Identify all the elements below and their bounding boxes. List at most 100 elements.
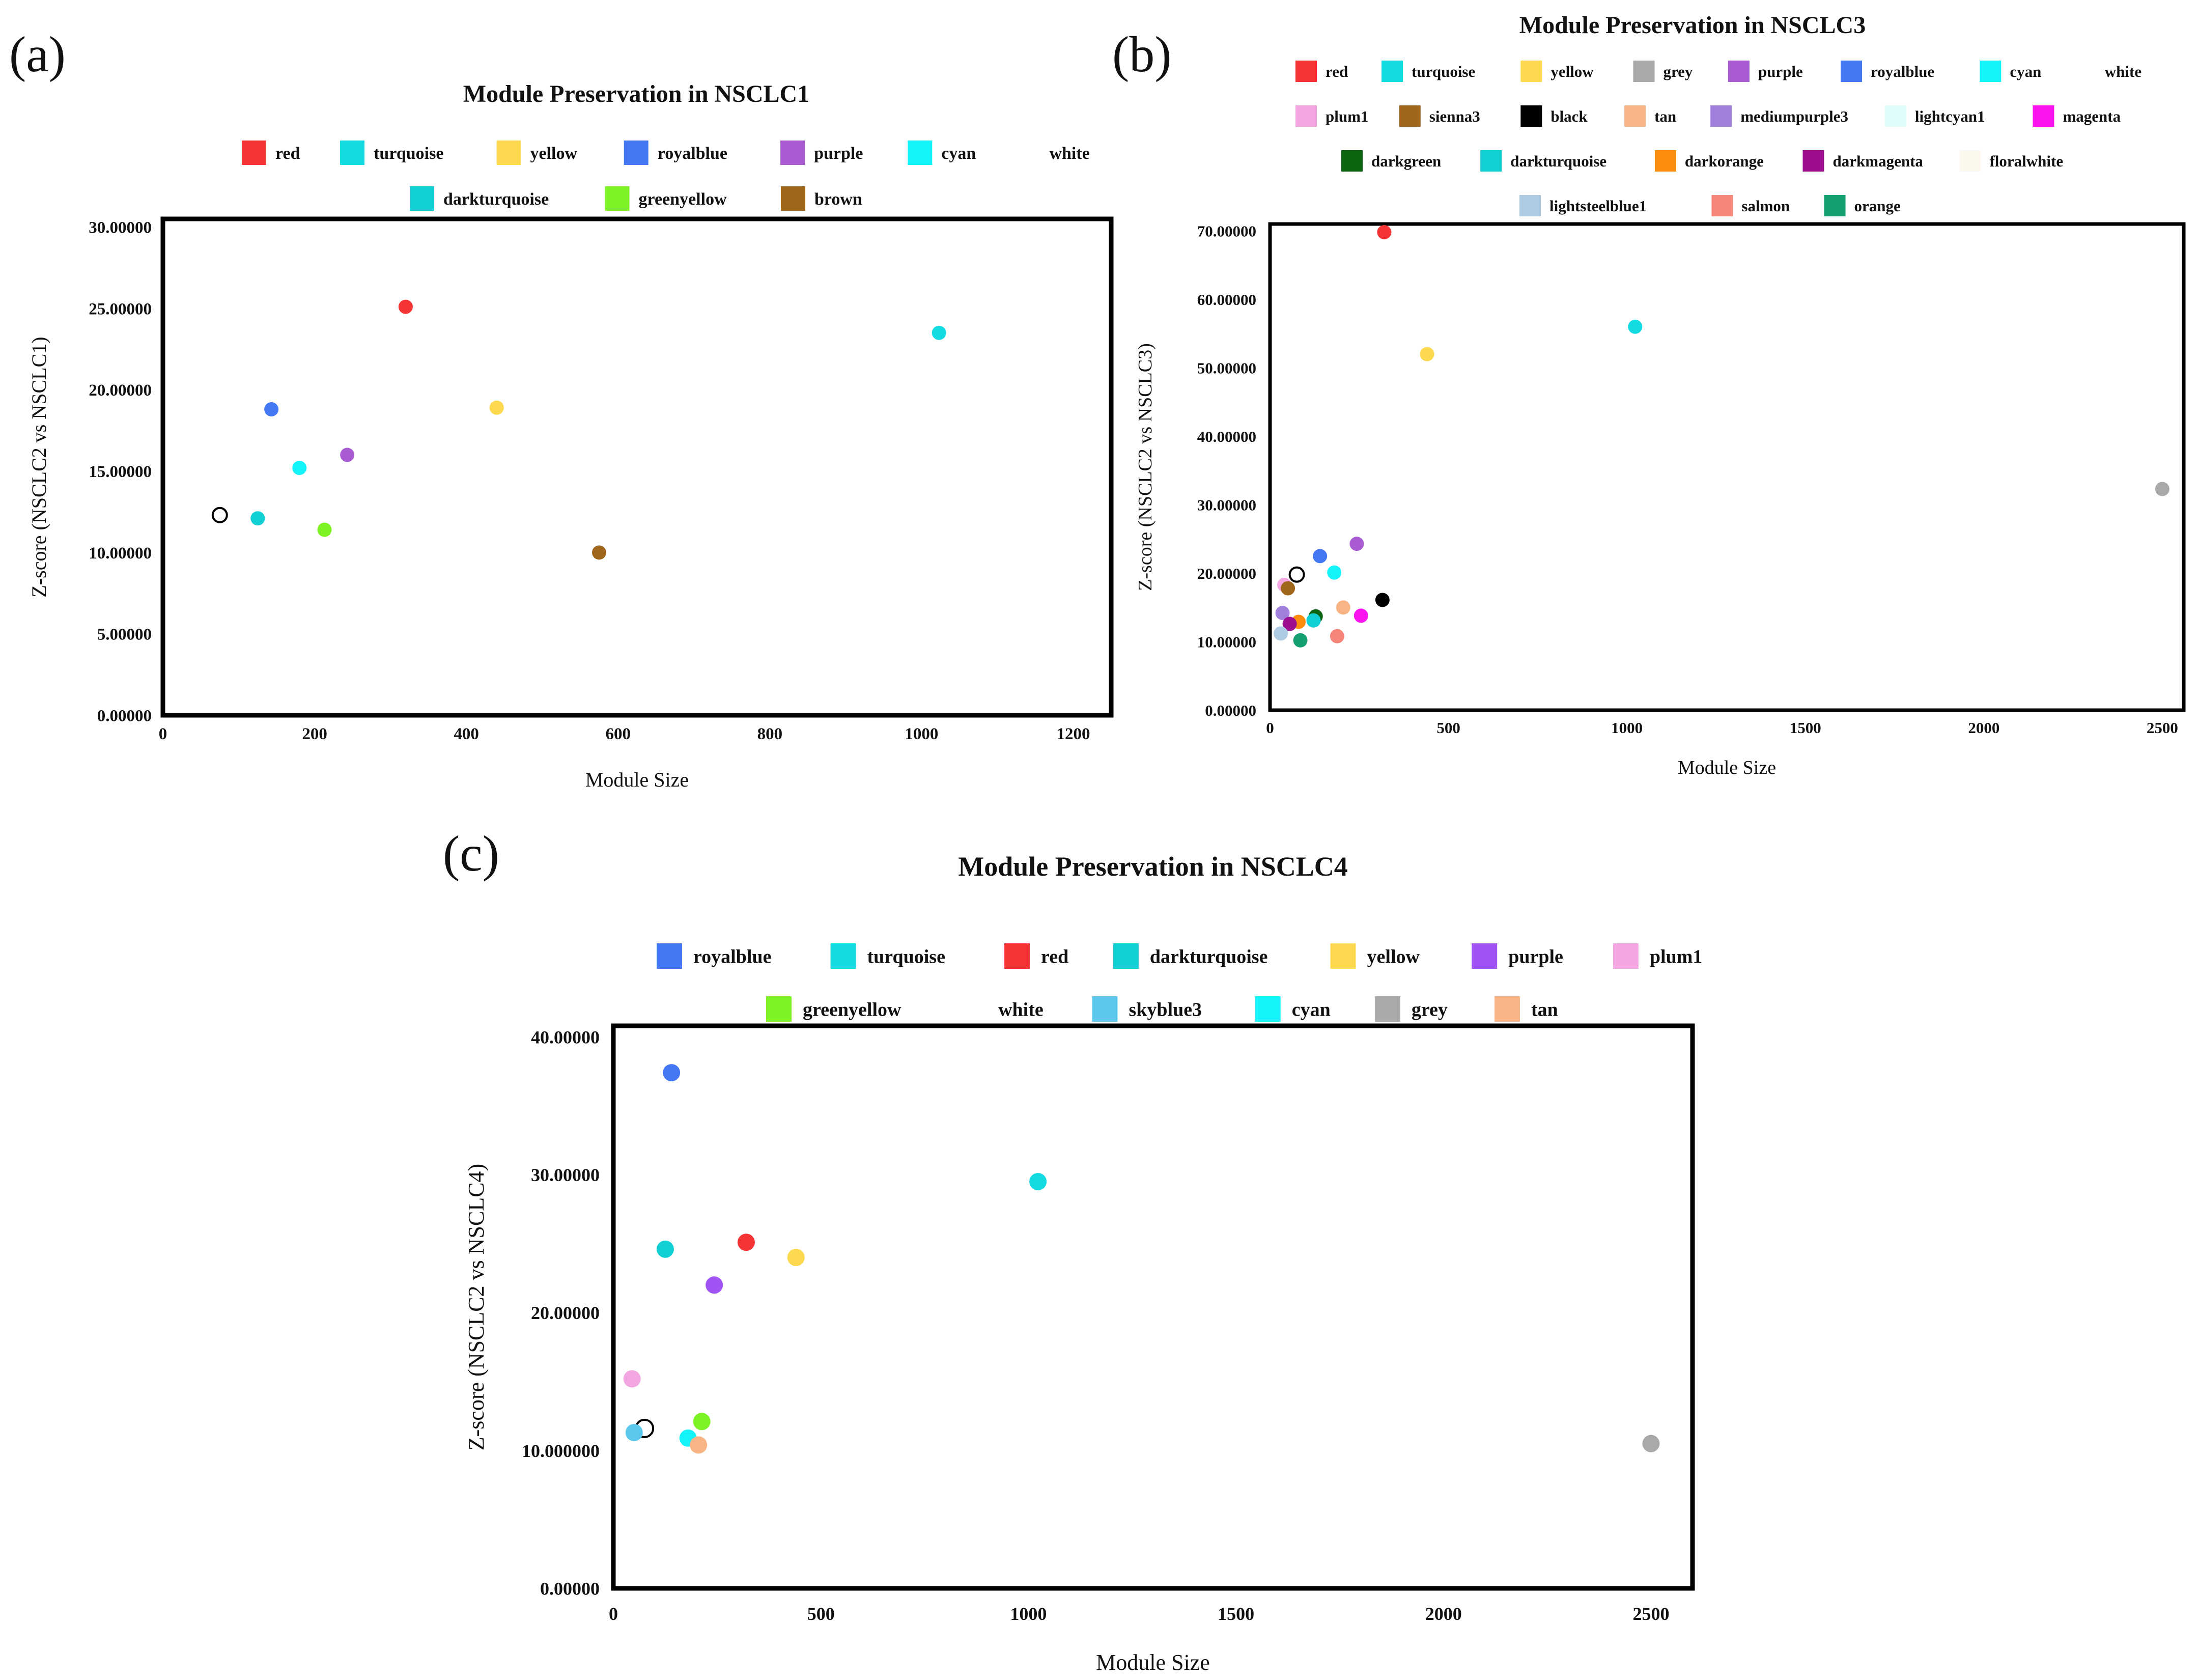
legend-item-tan: tan: [1494, 996, 1558, 1022]
data-point-purple: [1349, 537, 1364, 551]
x-tick-label: 200: [302, 725, 327, 743]
data-point-red: [737, 1234, 755, 1251]
legend-swatch: [1654, 150, 1676, 172]
legend-item-darkturquoise: darkturquoise: [1480, 150, 1606, 172]
legend-item-salmon: salmon: [1711, 195, 1790, 216]
legend-label: mediumpurple3: [1740, 107, 1848, 125]
y-tick-label: 20.00000: [1197, 565, 1256, 582]
legend-label: magenta: [2063, 107, 2121, 125]
legend-item-cyan: cyan: [1980, 61, 2041, 82]
legend-item-lightsteelblue1: lightsteelblue1: [1519, 195, 1647, 216]
data-point-darkturquoise: [1306, 613, 1321, 628]
legend-item-red: red: [1295, 61, 1348, 82]
legend-label: greenyellow: [803, 999, 901, 1020]
legend-item-red: red: [1004, 943, 1068, 969]
legend-item-purple: purple: [1472, 943, 1563, 969]
legend-item-cyan: cyan: [908, 141, 976, 165]
legend-item-darkturquoise: darkturquoise: [410, 186, 549, 211]
legend-swatch: [1520, 61, 1542, 82]
data-point-royalblue: [663, 1064, 681, 1082]
legend-swatch: [1728, 61, 1750, 82]
y-tick-label: 50.00000: [1197, 359, 1256, 377]
legend-swatch: [605, 186, 630, 211]
plot-frame: [1268, 222, 2186, 712]
data-point-turquoise: [1628, 319, 1643, 334]
x-axis-label: Module Size: [1678, 757, 1776, 778]
x-tick-label: 600: [605, 725, 631, 743]
y-tick-label: 30.00000: [1197, 496, 1256, 514]
legend-label: white: [2105, 63, 2141, 80]
legend-swatch: [1494, 996, 1520, 1022]
legend-swatch: [1824, 195, 1846, 216]
legend-swatch: [780, 186, 805, 211]
x-tick-label: 2500: [2147, 719, 2178, 737]
legend-item-royalblue: royalblue: [657, 943, 771, 969]
legend-item-greenyellow: greenyellow: [766, 996, 901, 1022]
legend-swatch: [624, 141, 649, 165]
legend-swatch: [1472, 943, 1498, 969]
x-tick-label: 500: [807, 1604, 835, 1624]
legend-swatch: [496, 141, 521, 165]
legend-item-darkmagenta: darkmagenta: [1802, 150, 1924, 172]
legend-label: skyblue3: [1129, 999, 1202, 1020]
x-tick-label: 1000: [1611, 719, 1643, 737]
legend-item-turquoise: turquoise: [830, 943, 945, 969]
legend-label: yellow: [530, 144, 577, 163]
legend-item-orange: orange: [1824, 195, 1901, 216]
panel-label: (b): [1112, 26, 1172, 82]
data-point-magenta: [1354, 608, 1368, 623]
legend-label: royalblue: [1871, 63, 1934, 80]
legend-item-turquoise: turquoise: [1382, 61, 1475, 82]
legend-swatch: [1613, 943, 1639, 969]
legend-label: turquoise: [1412, 63, 1475, 80]
legend-swatch: [908, 141, 933, 165]
legend-item-royalblue: royalblue: [1841, 61, 1934, 82]
legend-swatch: [1374, 996, 1400, 1022]
y-tick-label: 40.00000: [531, 1027, 600, 1047]
y-tick-label: 30.00000: [89, 219, 152, 237]
data-point-plum1: [623, 1370, 641, 1388]
y-axis-label: Z-score (NSCLC2 vs NSCLC3): [1135, 343, 1156, 591]
legend-label: red: [1041, 946, 1068, 967]
legend-label: lightsteelblue1: [1549, 197, 1647, 215]
data-point-purple: [706, 1276, 723, 1294]
legend-item-darkorange: darkorange: [1654, 150, 1764, 172]
legend-swatch: [1480, 150, 1502, 172]
data-point-darkturquoise: [250, 511, 265, 526]
legend-swatch: [340, 141, 365, 165]
legend-item-white: white: [1049, 144, 1089, 163]
legend-item-darkgreen: darkgreen: [1341, 150, 1441, 172]
legend-swatch: [1255, 996, 1281, 1022]
legend-label: lightcyan1: [1915, 107, 1985, 125]
y-axis-label: Z-score (NSCLC2 vs NSCLC1): [27, 337, 50, 597]
x-tick-label: 2500: [1632, 1604, 1669, 1624]
legend-label: cyan: [2010, 63, 2041, 80]
legend-label: darkorange: [1685, 152, 1764, 170]
legend-label: sienna3: [1429, 107, 1480, 125]
data-point-yellow: [787, 1249, 805, 1266]
y-tick-label: 70.00000: [1197, 222, 1256, 240]
y-tick-label: 10.00000: [1197, 633, 1256, 651]
legend-label: darkmagenta: [1833, 152, 1924, 170]
legend-swatch: [1959, 150, 1981, 172]
chart-panel-b: (b) Module Preservation in NSCLC3 red turqu…: [1112, 12, 2186, 778]
y-tick-label: 40.00000: [1197, 428, 1256, 445]
panel-label: (c): [443, 825, 499, 882]
legend-swatch: [1633, 61, 1655, 82]
legend-item-tan: tan: [1624, 105, 1676, 127]
legend-item-magenta: magenta: [2033, 105, 2121, 127]
x-tick-label: 1000: [1010, 1604, 1047, 1624]
legend-label: tan: [1531, 999, 1558, 1020]
data-point-tan: [690, 1436, 708, 1454]
data-point-royalblue: [1313, 549, 1328, 564]
legend-item-plum1: plum1: [1613, 943, 1702, 969]
legend-item-white: white: [998, 999, 1044, 1020]
legend-item-cyan: cyan: [1255, 996, 1331, 1022]
legend: red turquoise yellow grey purple royalblue cya…: [1295, 61, 2141, 216]
data-point-cyan: [1327, 565, 1342, 580]
legend-item-red: red: [242, 141, 300, 165]
x-axis-label: Module Size: [1096, 1650, 1210, 1675]
legend-swatch: [1802, 150, 1824, 172]
legend-label: red: [1326, 63, 1348, 80]
